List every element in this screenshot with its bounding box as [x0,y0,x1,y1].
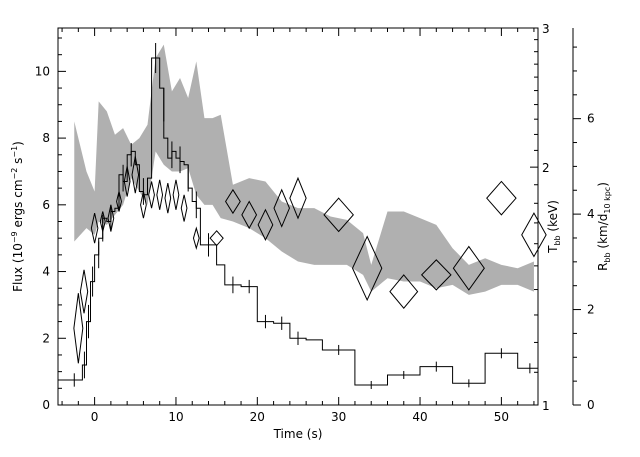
flux-histogram-layer [58,43,538,389]
temperature-tick-label: 2 [542,161,550,175]
radius-diamond [79,269,89,314]
y-tick-label: 4 [42,265,50,279]
x-axis-title: Time (s) [273,427,323,441]
radius-diamond [257,208,274,241]
radius-diamond [521,212,547,258]
radius-tick-label: 6 [587,112,595,126]
temperature-axis-title: Tbb (keV) [546,200,562,254]
radius-diamond [273,188,291,228]
y-tick-label: 6 [42,198,50,212]
radius-diamond [164,183,172,214]
radius-diamond [107,204,115,232]
radius-axis-title: Rbb (km/d10 kpc) [596,182,612,271]
radius-diamond [140,191,147,219]
x-tick-label: 0 [91,410,99,424]
y-tick-label: 8 [42,131,50,145]
radius-diamond [131,156,140,194]
radius-diamond [351,235,383,302]
radius-diamond [73,293,84,364]
radius-tick-label: 0 [587,398,595,412]
temperature-band-layer [74,44,534,295]
radius-diamond [172,179,180,210]
radius-diamond [180,194,188,222]
radius-diamond [420,259,452,291]
x-tick-label: 30 [331,410,346,424]
radius-diamond-layer [73,156,547,364]
radius-diamond [123,166,131,197]
radius-diamond [452,245,485,291]
radius-diamond [116,191,122,212]
radius-diamond [289,176,307,220]
temperature-tick-label: 1 [542,399,550,413]
temperature-tick-label: 3 [542,22,550,36]
x-tick-label: 50 [494,410,509,424]
radius-diamond [225,188,241,215]
radius-diamond [148,181,155,209]
radius-diamond [90,213,99,244]
plot-frame [57,27,539,406]
radius-diamond [209,230,224,247]
y-tick-label: 2 [42,331,50,345]
radius-diamond [323,197,354,233]
radius-tick-label: 2 [587,303,595,317]
radius-diamond [486,180,517,216]
radius-diamond [192,226,200,251]
radius-tick-label: 4 [587,207,595,221]
radius-diamond [389,274,419,310]
y-tick-label: 0 [42,398,50,412]
y-tick-label: 10 [35,64,50,78]
radius-diamond [156,179,164,210]
temperature-band [74,44,534,295]
y-axis-title: Flux (10−9 ergs cm−2 s−1) [10,141,25,292]
radius-diamond [241,200,258,230]
x-tick-label: 40 [412,410,427,424]
x-tick-label: 20 [250,410,265,424]
radius-diamond [99,211,106,232]
x-tick-label: 10 [168,410,183,424]
